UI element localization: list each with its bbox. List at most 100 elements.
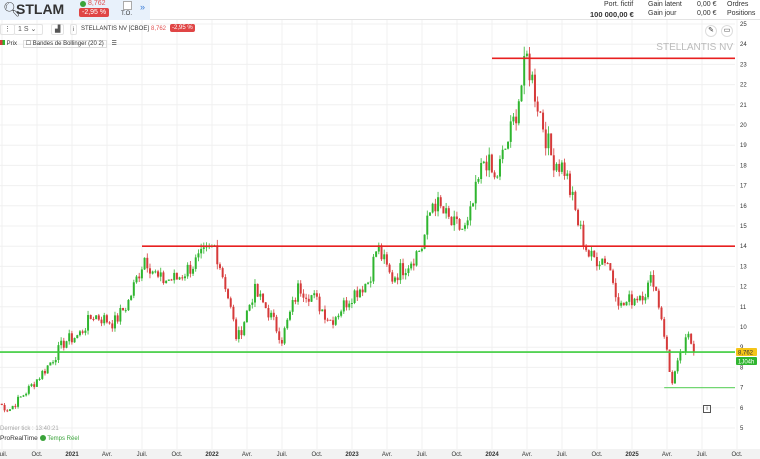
candle-body — [340, 311, 343, 316]
x-tick-label: Oct. — [31, 452, 42, 458]
candle-body — [644, 297, 647, 301]
candle-body — [550, 133, 553, 156]
change-badge: -2,95 % — [79, 8, 110, 17]
candle-body — [138, 276, 141, 279]
candle-body — [49, 362, 52, 366]
candle-body — [175, 272, 178, 280]
chart-type-icon[interactable]: ▟ — [51, 24, 65, 35]
search-icon[interactable]: 🔍︎ — [3, 1, 21, 17]
candle-body — [11, 405, 14, 410]
order-ticket-icon[interactable] — [123, 1, 132, 10]
candle-body — [89, 314, 92, 319]
x-tick-label: Oct. — [591, 452, 602, 458]
candle-body — [181, 277, 184, 279]
candle-body — [426, 215, 429, 235]
candle-body — [151, 271, 154, 274]
x-tick-label: 2024 — [485, 452, 499, 458]
candle-body — [170, 279, 173, 281]
candle-body — [434, 203, 437, 212]
candle-body — [189, 264, 192, 274]
symbol-panel[interactable]: 🔍︎ STLAM 8,762 -2,95 % T.O. » — [0, 0, 150, 20]
candle-body — [218, 264, 221, 269]
candle-body — [192, 268, 195, 274]
candle-body — [402, 263, 405, 276]
candle-body — [531, 74, 534, 81]
candle-body — [375, 251, 378, 257]
y-tick-label: 16 — [740, 204, 747, 210]
gain-jour-value: 0,00 € — [697, 10, 717, 17]
candle-body — [84, 330, 87, 333]
candle-body — [606, 263, 609, 265]
candle-body — [488, 154, 491, 171]
countdown-label: 1J04h — [738, 360, 754, 366]
candle-body — [647, 282, 650, 298]
order-ticket-label[interactable]: T.O. — [121, 11, 133, 17]
candle-body — [399, 263, 402, 281]
candle-body — [8, 409, 11, 411]
candle-body — [224, 277, 227, 290]
candle-body — [52, 362, 55, 364]
candle-body — [437, 197, 440, 212]
candle-body — [404, 273, 407, 276]
orders-link[interactable]: Ordres — [727, 1, 749, 8]
candle-body — [598, 264, 601, 267]
candle-body — [345, 300, 348, 308]
bollinger-label: Bandes de Bollinger (20 2) — [32, 41, 104, 47]
candle-body — [385, 254, 388, 265]
window-icon[interactable]: ▭ — [721, 25, 733, 37]
symbol-name[interactable]: STLAM — [16, 1, 65, 17]
indicator-bollinger[interactable]: ☐ Bandes de Bollinger (20 2) — [22, 40, 107, 48]
expand-icon[interactable]: » — [140, 2, 146, 12]
candle-body — [135, 276, 138, 283]
candle-body — [259, 293, 262, 297]
candle-body — [173, 272, 176, 281]
candle-body — [388, 264, 391, 273]
x-tick-label: 2023 — [345, 452, 359, 458]
x-tick-label: Juil. — [137, 452, 148, 458]
indicator-settings-icon[interactable]: ☰ — [111, 41, 117, 47]
candle-body — [25, 393, 28, 396]
candle-body — [515, 116, 518, 124]
candle-body — [235, 319, 238, 340]
candle-body — [490, 154, 493, 173]
candle-body — [533, 74, 536, 102]
indicator-bar: Prix ☐ Bandes de Bollinger (20 2) ☰ — [0, 40, 117, 48]
period-value: 1 S — [18, 26, 29, 33]
indicator-prix[interactable]: Prix — [6, 41, 18, 47]
info-icon[interactable]: i — [703, 405, 711, 413]
candle-body — [92, 318, 95, 320]
candle-body — [278, 331, 281, 340]
period-select[interactable]: 1 S ⌄ — [14, 24, 43, 35]
candle-body — [275, 316, 278, 332]
portfolio-value: 100 000,00 € — [590, 10, 634, 19]
candle-body — [62, 340, 65, 348]
candle-body — [60, 340, 63, 346]
menu-icon[interactable]: ⋮ — [0, 24, 15, 35]
candle-body — [262, 293, 265, 303]
candle-body — [585, 245, 588, 251]
candle-body — [377, 245, 380, 252]
y-tick-label: 17 — [740, 184, 747, 190]
candle-body — [558, 163, 561, 172]
candle-body — [391, 272, 394, 282]
candle-body — [127, 299, 130, 311]
footer-brand: ProRealTime Temps Réel — [0, 435, 79, 442]
candle-body — [380, 245, 383, 260]
candle-body — [103, 315, 106, 324]
candle-body — [43, 370, 46, 374]
y-tick-label: 18 — [740, 163, 747, 169]
realtime-label: Temps Réel — [47, 436, 79, 442]
candle-body — [477, 178, 480, 182]
positions-link[interactable]: Positions — [727, 10, 756, 17]
wrench-icon[interactable]: ✎ — [705, 25, 717, 37]
candle-body — [517, 101, 520, 124]
candle-body — [237, 330, 240, 340]
candle-body — [291, 300, 294, 312]
candle-body — [221, 268, 224, 278]
candle-body — [323, 309, 326, 320]
candle-body — [493, 172, 496, 178]
candle-body — [671, 371, 674, 384]
info-icon[interactable]: i — [70, 24, 78, 35]
candle-body — [612, 270, 615, 283]
